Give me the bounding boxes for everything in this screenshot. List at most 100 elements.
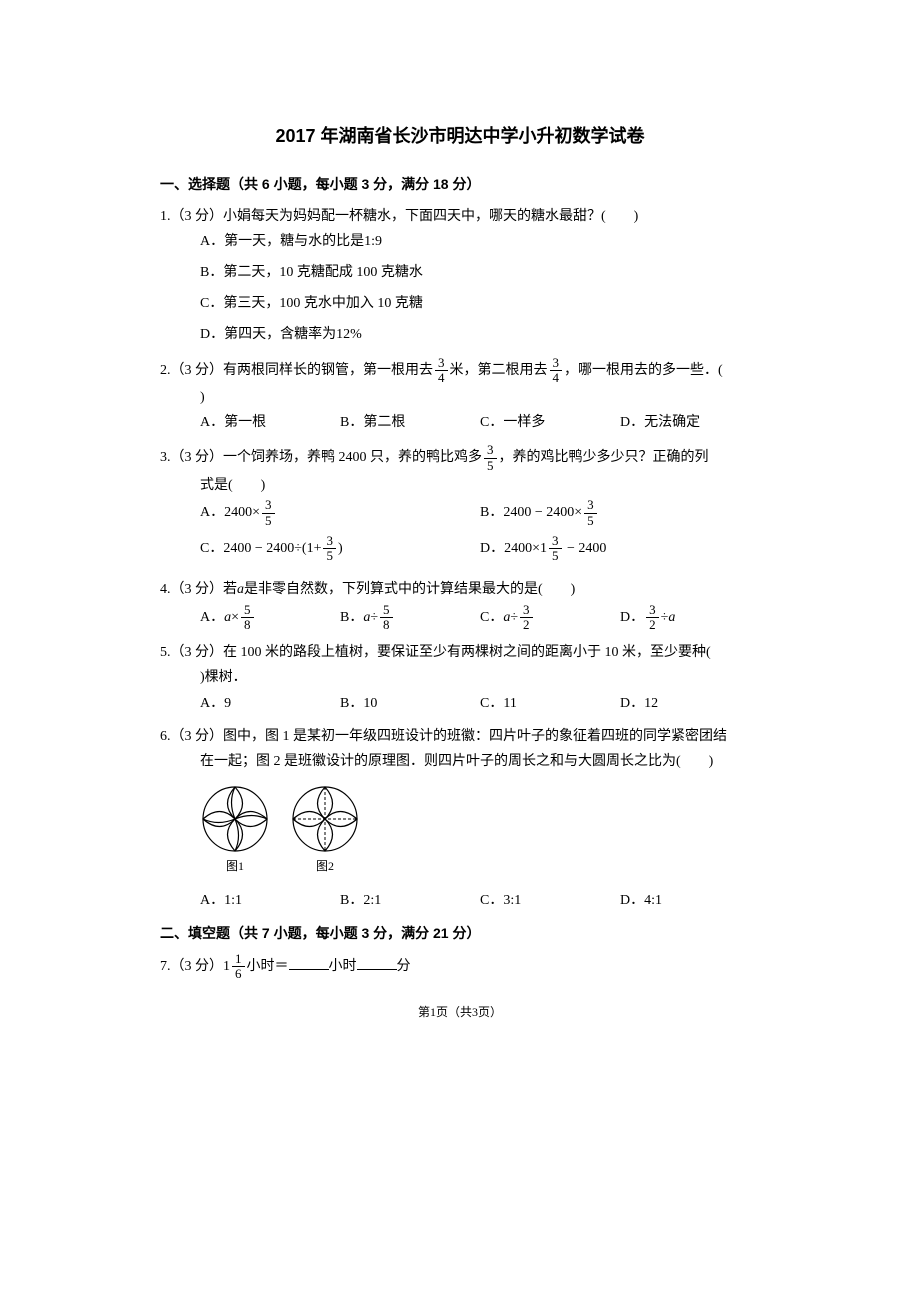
q6-option-d: D．4:1 — [620, 888, 760, 913]
q3-a-before: A．2400× — [200, 505, 260, 520]
q2-option-c: C．一样多 — [480, 410, 620, 435]
figure-1-label: 图1 — [200, 856, 270, 878]
q2-stem-before: 2.（3 分）有两根同样长的钢管，第一根用去 — [160, 363, 433, 378]
q3-a-num: 3 — [262, 498, 275, 513]
q3-d-den: 5 — [549, 549, 562, 563]
q7-stem: 7.（3 分）116小时＝小时分 — [160, 952, 760, 982]
question-1: 1.（3 分）小娟每天为妈妈配一杯糖水，下面四天中，哪天的糖水最甜？( ) A．… — [160, 204, 760, 348]
q4-b-frac: 58 — [380, 603, 393, 633]
q3-c-den: 5 — [323, 549, 336, 563]
q4-a-op: × — [231, 610, 239, 625]
q2-frac1-num: 3 — [435, 356, 448, 371]
q3-a-frac: 35 — [262, 498, 275, 528]
question-2: 2.（3 分）有两根同样长的钢管，第一根用去34米，第二根用去34，哪一根用去的… — [160, 356, 760, 436]
q4-a-den: 8 — [241, 618, 254, 632]
q7-after2: 分 — [397, 959, 411, 974]
q6-option-a: A．1:1 — [200, 888, 340, 913]
q4-d-var: a — [668, 610, 675, 625]
q3-b-den: 5 — [584, 514, 597, 528]
q4-c-frac: 32 — [520, 603, 533, 633]
q6-option-b: B．2:1 — [340, 888, 480, 913]
q3-option-d: D．2400×135 − 2400 — [480, 534, 760, 564]
q3-option-c: C．2400 − 2400÷(1+35) — [200, 534, 480, 564]
figure-2: 图2 — [290, 784, 360, 878]
q5-options: A．9 B．10 C．11 D．12 — [160, 691, 760, 716]
q4-stem-before: 4.（3 分）若 — [160, 582, 237, 597]
question-5: 5.（3 分）在 100 米的路段上植树，要保证至少有两棵树之间的距离小于 10… — [160, 640, 760, 716]
q3-d-after: − 2400 — [564, 541, 607, 556]
q3-option-a: A．2400×35 — [200, 498, 480, 528]
q4-options: A．a×58 B．a÷58 C．a÷32 D．32÷a — [160, 603, 760, 633]
q4-b-den: 8 — [380, 618, 393, 632]
q2-frac2-den: 4 — [550, 371, 563, 385]
question-3: 3.（3 分）一个饲养场，养鸭 2400 只，养的鸭比鸡多35，养的鸡比鸭少多少… — [160, 443, 760, 569]
q6-line1: 6.（3 分）图中，图 1 是某初一年级四班设计的班徽：四片叶子的象征着四班的同… — [160, 724, 760, 749]
q4-c-den: 2 — [520, 618, 533, 632]
q1-option-c: C．第三天，100 克水中加入 10 克糖 — [200, 291, 760, 316]
q4-option-d: D．32÷a — [620, 603, 760, 633]
figure-2-label: 图2 — [290, 856, 360, 878]
q2-stem: 2.（3 分）有两根同样长的钢管，第一根用去34米，第二根用去34，哪一根用去的… — [160, 356, 760, 386]
q3-c-before: C．2400 − 2400÷(1+ — [200, 541, 321, 556]
q4-a-num: 5 — [241, 603, 254, 618]
leaf-badge-icon — [200, 784, 270, 854]
q4-option-c: C．a÷32 — [480, 603, 620, 633]
q3-d-frac: 35 — [549, 534, 562, 564]
q4-b-op: ÷ — [370, 610, 378, 625]
q3-b-num: 3 — [584, 498, 597, 513]
q2-frac1: 34 — [435, 356, 448, 386]
q3-a-den: 5 — [262, 514, 275, 528]
q7-mid: 小时＝ — [247, 959, 289, 974]
q4-var: a — [237, 582, 244, 597]
q5-stem: 5.（3 分）在 100 米的路段上植树，要保证至少有两棵树之间的距离小于 10… — [160, 640, 760, 665]
q7-num: 1 — [232, 952, 245, 967]
q3-stem-before: 3.（3 分）一个饲养场，养鸭 2400 只，养的鸭比鸡多 — [160, 451, 482, 466]
section1-header: 一、选择题（共 6 小题，每小题 3 分，满分 18 分） — [160, 172, 760, 197]
q3-options: A．2400×35 B．2400 − 2400×35 C．2400 − 2400… — [160, 498, 760, 569]
q6-options: A．1:1 B．2:1 C．3:1 D．4:1 — [160, 888, 760, 913]
q4-c-num: 3 — [520, 603, 533, 618]
q7-frac: 16 — [232, 952, 245, 982]
q1-option-d: D．第四天，含糖率为12% — [200, 322, 760, 347]
q6-option-c: C．3:1 — [480, 888, 620, 913]
section2-header: 二、填空题（共 7 小题，每小题 3 分，满分 21 分） — [160, 921, 760, 946]
q3-stem-after: ，养的鸡比鸭少多少只？正确的列 — [499, 451, 709, 466]
q4-option-b: B．a÷58 — [340, 603, 480, 633]
q3-stem: 3.（3 分）一个饲养场，养鸭 2400 只，养的鸭比鸡多35，养的鸡比鸭少多少… — [160, 443, 760, 473]
q2-frac1-den: 4 — [435, 371, 448, 385]
q4-d-den: 2 — [646, 618, 659, 632]
q4-c-op: ÷ — [510, 610, 518, 625]
q4-a-label: A． — [200, 610, 224, 625]
exam-title: 2017 年湖南省长沙市明达中学小升初数学试卷 — [160, 120, 760, 152]
q1-option-a: A．第一天，糖与水的比是1:9 — [200, 229, 760, 254]
q3-option-b: B．2400 − 2400×35 — [480, 498, 760, 528]
q2-options: A．第一根 B．第二根 C．一样多 D．无法确定 — [160, 410, 760, 435]
q5-line2: )棵树． — [160, 665, 760, 690]
q2-close: ) — [160, 385, 760, 410]
leaf-principle-icon — [290, 784, 360, 854]
q3-c-frac: 35 — [323, 534, 336, 564]
q2-stem-after: ，哪一根用去的多一些．( — [564, 363, 723, 378]
q4-stem: 4.（3 分）若a是非零自然数，下列算式中的计算结果最大的是( ) — [160, 577, 760, 602]
q4-a-frac: 58 — [241, 603, 254, 633]
q3-line2: 式是( ) — [160, 473, 760, 498]
q3-frac-den: 5 — [484, 459, 497, 473]
q7-after1: 小时 — [329, 959, 357, 974]
question-7: 7.（3 分）116小时＝小时分 — [160, 952, 760, 982]
q4-b-num: 5 — [380, 603, 393, 618]
q3-b-before: B．2400 − 2400× — [480, 505, 582, 520]
q6-line2: 在一起；图 2 是班徽设计的原理图．则四片叶子的周长之和与大圆周长之比为( ) — [160, 749, 760, 774]
q5-option-b: B．10 — [340, 691, 480, 716]
q3-b-frac: 35 — [584, 498, 597, 528]
q4-option-a: A．a×58 — [200, 603, 340, 633]
q1-option-b: B．第二天，10 克糖配成 100 克糖水 — [200, 260, 760, 285]
q2-stem-mid: 米，第二根用去 — [450, 363, 548, 378]
q3-c-num: 3 — [323, 534, 336, 549]
q7-den: 6 — [232, 967, 245, 981]
q3-frac: 35 — [484, 443, 497, 473]
question-4: 4.（3 分）若a是非零自然数，下列算式中的计算结果最大的是( ) A．a×58… — [160, 577, 760, 632]
q4-c-label: C． — [480, 610, 503, 625]
q4-d-label: D． — [620, 610, 644, 625]
q4-b-label: B． — [340, 610, 363, 625]
q3-frac-num: 3 — [484, 443, 497, 458]
